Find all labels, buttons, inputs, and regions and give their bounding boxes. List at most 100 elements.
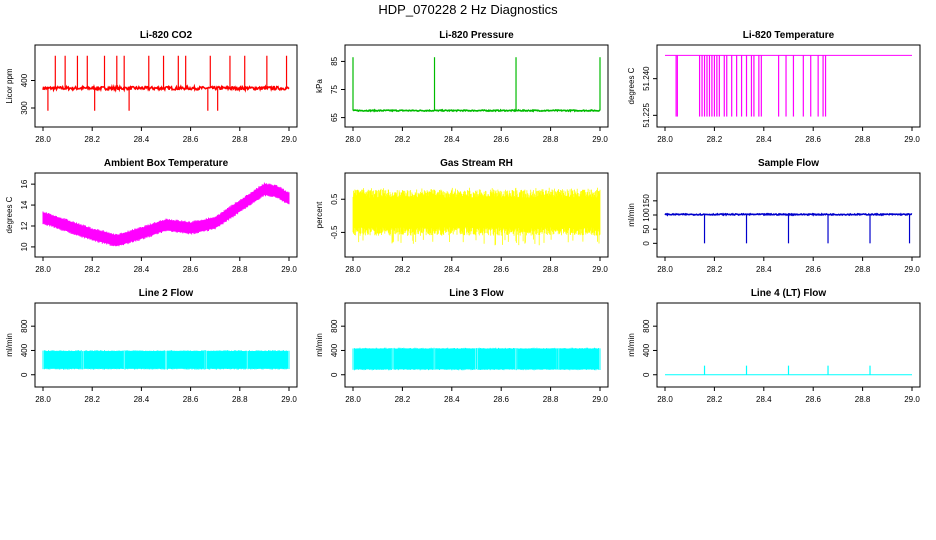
line3-frame [344, 302, 609, 388]
rh-x-tick-label: 28.4 [444, 265, 460, 274]
line3-y-tick-label: 800 [330, 319, 339, 333]
rh-y-tick-label: 0.5 [330, 193, 339, 205]
ambient-y-label: degrees C [5, 196, 14, 233]
rh-x-tick-label: 28.2 [395, 265, 411, 274]
pressure-x-tick-label: 28.4 [444, 135, 460, 144]
ambient-band-edges [42, 182, 290, 247]
co2-x-tick-label: 28.0 [35, 135, 51, 144]
pressure-x-tick-label: 28.0 [345, 135, 361, 144]
line4-y-tick-label: 400 [642, 343, 651, 357]
ambient-series-ambient [42, 182, 290, 247]
sample_flow-y-label: ml/min [627, 203, 636, 227]
page-title: HDP_070228 2 Hz Diagnostics [378, 2, 558, 17]
co2-y-tick-label: 300 [20, 101, 29, 115]
line2-y-label: ml/min [5, 333, 14, 357]
ambient-y-tick-label: 12 [20, 221, 29, 230]
temperature-x-tick-label: 28.6 [805, 135, 821, 144]
ambient-x-tick-label: 28.6 [183, 265, 199, 274]
line3-series-line-3 [352, 347, 601, 371]
line2-title: Line 2 Flow [139, 288, 194, 299]
rh-y-tick-label: -0.5 [330, 225, 339, 239]
co2-trace [42, 83, 290, 93]
pressure-x-tick-label: 29.0 [592, 135, 608, 144]
rh-chart: Gas Stream RH 28.0 28.2 28.4 28.6 28.8 29.0 -0.… [315, 158, 609, 274]
pressure-x-tick-label: 28.8 [543, 135, 559, 144]
line4-y-label: ml/min [627, 333, 636, 357]
line2-x-tick-label: 28.8 [232, 395, 248, 404]
line4-x-tick-label: 28.0 [657, 395, 673, 404]
temperature-frame [656, 44, 921, 128]
line4-x-tick-label: 28.8 [855, 395, 871, 404]
temperature-y-tick-label: 51.240 [642, 66, 651, 91]
ambient-y-tick-label: 14 [20, 200, 29, 209]
co2-y-tick-label: 400 [20, 73, 29, 87]
line4-y-tick-label: 0 [642, 372, 651, 377]
line4-x-tick-label: 29.0 [904, 395, 920, 404]
co2-y-label: Licor ppm [5, 68, 14, 103]
line3-x-tick-label: 28.8 [543, 395, 559, 404]
rh-trace [352, 187, 601, 246]
line2-chart: Line 2 Flow 28.0 28.2 28.4 28.6 28.8 29.0 0 400 8… [5, 288, 298, 404]
sample_flow-title: Sample Flow [758, 158, 819, 169]
pressure-y-tick-label: 65 [330, 113, 339, 122]
rh-x-tick-label: 29.0 [592, 265, 608, 274]
line4-x-tick-label: 28.4 [756, 395, 772, 404]
temperature-y-label: degrees C [627, 67, 636, 104]
temperature-chart: Li-820 Temperature 28.0 28.2 28.4 28.6 28.8 29… [627, 30, 921, 144]
sample_flow-x-tick-label: 28.0 [657, 265, 673, 274]
rh-series-rh [352, 187, 601, 246]
line4-series-line-4 [665, 365, 912, 376]
temperature-x-tick-label: 28.0 [657, 135, 673, 144]
co2-frame [34, 44, 298, 128]
line3-x-tick-label: 28.0 [345, 395, 361, 404]
sample_flow-x-tick-label: 28.4 [756, 265, 772, 274]
co2-title: Li-820 CO2 [140, 30, 193, 41]
line3-x-tick-label: 29.0 [592, 395, 608, 404]
ambient-x-tick-label: 28.8 [232, 265, 248, 274]
ambient-y-tick-label: 16 [20, 179, 29, 188]
co2-x-tick-label: 29.0 [281, 135, 297, 144]
sample_flow-y-tick-label: 50 [642, 224, 651, 233]
line2-edges [42, 350, 290, 370]
line2-x-tick-label: 28.6 [183, 395, 199, 404]
sample_flow-x-tick-label: 28.6 [805, 265, 821, 274]
temperature-title: Li-820 Temperature [743, 30, 835, 41]
sample_flow-y-tick-label: 150 [642, 194, 651, 208]
co2-x-tick-label: 28.6 [183, 135, 199, 144]
line2-x-tick-label: 29.0 [281, 395, 297, 404]
pressure-title: Li-820 Pressure [439, 30, 514, 41]
ambient-frame [34, 172, 298, 258]
line4-chart: Line 4 (LT) Flow 28.0 28.2 28.4 28.6 28.8 29.0… [627, 288, 921, 404]
temperature-x-tick-label: 28.4 [756, 135, 772, 144]
ambient-y-tick-label: 10 [20, 242, 29, 251]
line2-y-tick-label: 400 [20, 343, 29, 357]
line3-y-tick-label: 400 [330, 343, 339, 357]
line2-x-tick-label: 28.0 [35, 395, 51, 404]
co2-x-tick-label: 28.4 [134, 135, 150, 144]
line3-edges [352, 347, 601, 371]
co2-chart: Li-820 CO2 28.0 28.2 28.4 28.6 28.8 29.0 300 400… [5, 30, 298, 144]
pressure-y-tick-label: 85 [330, 56, 339, 65]
sample_flow-y-tick-label: 0 [642, 241, 651, 246]
temperature-x-tick-label: 29.0 [904, 135, 920, 144]
line2-x-tick-label: 28.2 [84, 395, 100, 404]
line3-x-tick-label: 28.4 [444, 395, 460, 404]
line2-x-tick-label: 28.4 [134, 395, 150, 404]
rh-x-tick-label: 28.0 [345, 265, 361, 274]
line4-x-tick-label: 28.2 [707, 395, 723, 404]
ambient-x-tick-label: 28.2 [84, 265, 100, 274]
line3-x-tick-label: 28.6 [493, 395, 509, 404]
line3-title: Line 3 Flow [449, 288, 504, 299]
line4-title: Line 4 (LT) Flow [751, 288, 827, 299]
ambient-chart: Ambient Box Temperature 28.0 28.2 28.4 28.6 2… [5, 158, 298, 274]
temperature-series-temperature [665, 54, 912, 117]
line4-frame [656, 302, 921, 388]
sample_flow-series-sample-flow [664, 212, 913, 244]
rh-frame [344, 172, 609, 258]
pressure-x-tick-label: 28.6 [493, 135, 509, 144]
ambient-x-tick-label: 28.4 [134, 265, 150, 274]
line3-y-label: ml/min [315, 333, 324, 357]
line3-y-tick-label: 0 [330, 372, 339, 377]
line2-y-tick-label: 800 [20, 319, 29, 333]
